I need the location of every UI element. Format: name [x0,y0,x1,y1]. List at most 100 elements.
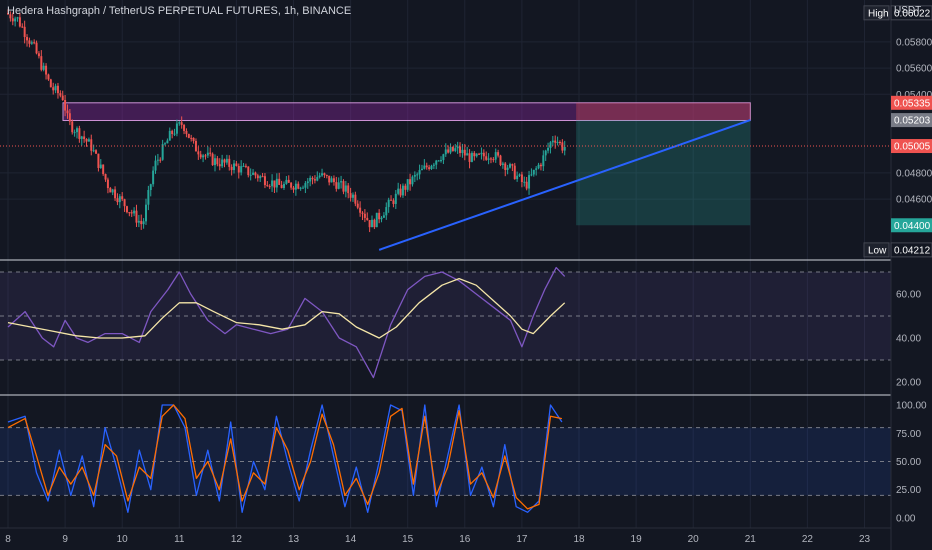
candle-body [280,184,283,188]
candle-body [173,133,176,135]
candle-body [230,166,233,171]
candle-body [64,100,67,111]
candle-body [382,215,385,218]
candle-body [287,179,290,183]
price-panel[interactable] [0,9,891,251]
candle-body [454,148,457,151]
candle-body [537,164,540,169]
stochastic-panel[interactable] [0,404,891,513]
candle-body [385,207,388,216]
rsi-panel[interactable] [0,266,891,379]
price-tag-box [891,139,932,154]
candle-body [92,150,95,152]
candle-body [225,158,228,163]
candle-body [309,177,312,182]
candle-body [42,65,45,70]
candle-body [75,128,78,133]
candle-body [237,165,240,173]
candle-body [78,128,81,139]
candle-body [9,14,12,19]
candle-body [233,163,236,171]
candle-body [323,173,326,175]
candle-body [399,188,402,196]
y-tick-label: 0.05400 [896,90,932,101]
x-tick-label: 21 [745,534,757,545]
candle-body [416,174,419,176]
candle-body [97,153,100,168]
candle-body [463,149,466,156]
x-tick-label: 10 [117,534,129,545]
candle-body [525,181,528,189]
candle-body [47,74,50,80]
position-stop-area[interactable] [576,102,751,121]
resistance-zone[interactable] [62,102,751,121]
candle-body [487,158,490,160]
price-tag: 0.04400 [891,218,932,233]
candle-body [183,124,186,131]
x-tick-label: 16 [459,534,471,545]
y-tick-label: 100.00 [896,401,927,412]
candle-body [273,180,276,188]
candle-body [394,193,397,204]
candle-body [118,196,121,203]
price-tag-label-box [863,5,890,21]
position-target-area[interactable] [576,120,751,226]
price-tag: 0.05335 [891,95,932,110]
candle-body [83,136,86,140]
candle-body [275,178,278,188]
candle-body [468,153,471,162]
candle-body [351,194,354,198]
candle-body [125,206,128,213]
candle-body [499,155,502,165]
candle-body [299,187,302,189]
price-tag: High 0.06022 [863,5,932,21]
candle-body [437,160,440,162]
candle-body [190,137,193,139]
chart-title: Hedera Hashgraph / TetherUS PERPETUAL FU… [7,5,352,17]
candle-body [404,185,407,190]
candle-body [40,56,43,70]
candle-body [37,53,40,57]
candle-body [252,172,255,175]
candle-body [128,212,131,214]
candle-body [235,163,238,166]
time-axis[interactable]: 8 9 10 11 12 13 14 15 16 17 18 19 20 21 22 23 [5,534,870,545]
candle-body [485,156,488,160]
candle-body [473,152,476,157]
candle-body [363,213,366,218]
candle-body [66,110,69,114]
candle-body [209,152,212,154]
series-line [7,404,563,513]
candle-body [137,220,140,223]
candle-body [45,65,48,75]
candle-body [218,164,221,167]
candle-body [68,113,71,122]
candle-body [430,165,433,169]
candle-body [168,130,171,141]
price-tag: 0.05203 [891,113,932,128]
candle-body [71,121,74,133]
candle-body [33,42,36,44]
candle-body [35,42,38,54]
x-tick-label: 12 [231,534,243,545]
candle-body [259,176,262,179]
candle-body [501,163,504,165]
candle-body [254,172,257,176]
candle-body [223,159,226,163]
price-tag-box [891,95,932,110]
candle-body [14,18,17,22]
candle-body [156,159,159,161]
candle-body [330,178,333,183]
candle-body [542,155,545,167]
price-axis[interactable]: 0.05800 0.05600 0.05400 0.04800 0.04600 60.00… [896,37,932,524]
candle-body [335,182,338,189]
trendline[interactable] [378,119,751,251]
candle-body [459,146,462,154]
candle-body [413,174,416,177]
candle-body [294,183,297,190]
y-tick-label: 20.00 [896,378,921,389]
candle-body [59,93,62,96]
candle-body [461,149,464,154]
price-tag-value: 0.05335 [894,98,931,109]
